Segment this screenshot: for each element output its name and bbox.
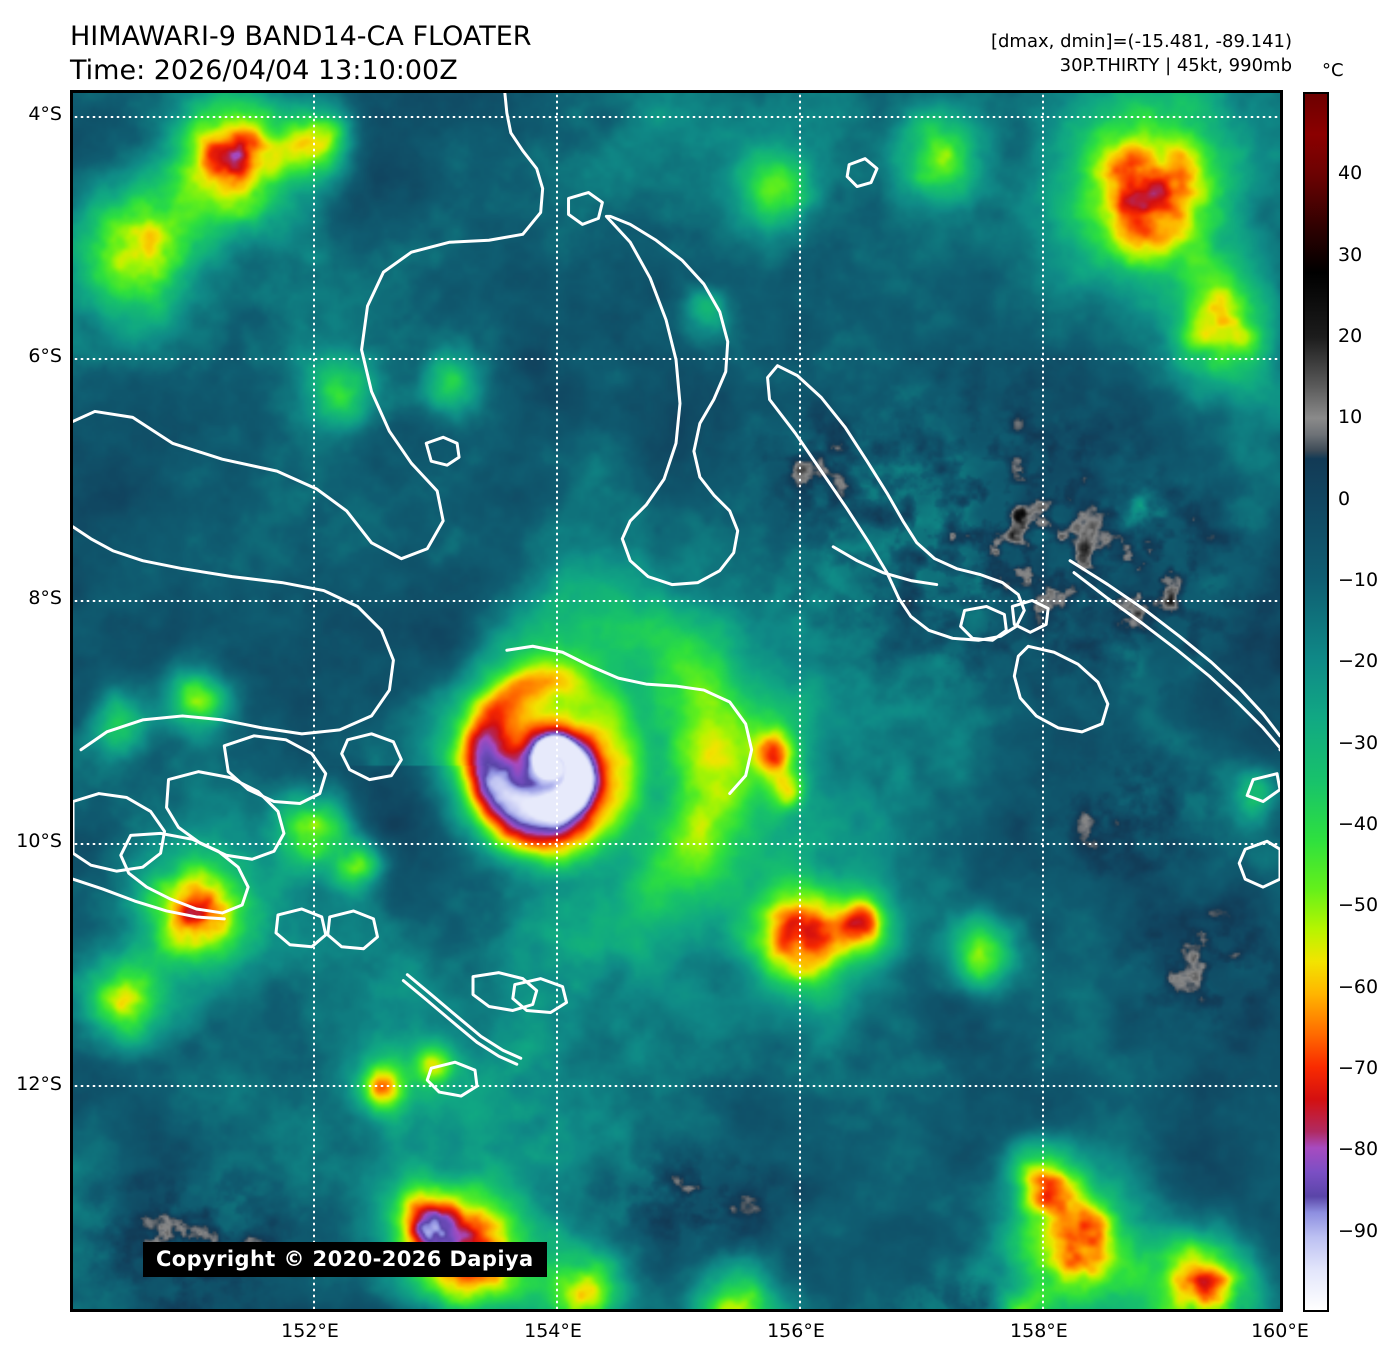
gridline-lat-8s [73, 600, 1280, 602]
timestamp-label: Time: 2026/04/04 13:10:00Z [70, 55, 458, 86]
colorbar-tick-7: −30 [1338, 731, 1379, 754]
colorbar-tick-10: −60 [1338, 975, 1379, 998]
storm-info-label: 30P.THIRTY | 45kt, 990mb [1059, 55, 1292, 76]
lat-tick-3: 10°S [16, 829, 62, 852]
gridline-lat-12s [73, 1085, 1280, 1087]
gridline-lon-152e [313, 93, 315, 1309]
gridline-lat-6s [73, 358, 1280, 360]
gridline-lon-158e [1042, 93, 1044, 1309]
gridline-lat-4s [73, 116, 1280, 118]
lat-tick-1: 6°S [28, 344, 62, 367]
colorbar-tick-12: −80 [1338, 1138, 1379, 1161]
gridline-lon-156e [799, 93, 801, 1309]
lat-tick-2: 8°S [28, 586, 62, 609]
colorbar-tick-6: −20 [1338, 650, 1379, 673]
satellite-image-plot[interactable]: Copyright © 2020-2026 Dapiya [70, 90, 1283, 1312]
colorbar-unit-label: °C [1322, 60, 1344, 81]
lat-tick-4: 12°S [16, 1072, 62, 1095]
lon-tick-3: 158°E [1010, 1320, 1068, 1342]
lon-tick-1: 154°E [524, 1320, 582, 1342]
colorbar-tick-13: −90 [1338, 1219, 1379, 1242]
colorbar-tick-0: 40 [1338, 162, 1363, 185]
colorbar-tick-5: −10 [1338, 569, 1379, 591]
temperature-colorbar[interactable] [1303, 92, 1329, 1312]
colorbar-tick-4: 0 [1338, 487, 1351, 510]
dmax-dmin-label: [dmax, dmin]=(-15.481, -89.141) [990, 31, 1292, 52]
colorbar-tick-3: 10 [1338, 406, 1363, 429]
copyright-watermark: Copyright © 2020-2026 Dapiya [143, 1242, 547, 1277]
colorbar-tick-11: −70 [1338, 1057, 1379, 1079]
lon-tick-4: 160°E [1251, 1320, 1309, 1342]
metadata-block: [dmax, dmin]=(-15.481, -89.141) 30P.THIR… [991, 30, 1292, 78]
colorbar-tick-8: −40 [1338, 813, 1379, 835]
colorbar-tick-9: −50 [1338, 894, 1379, 917]
lat-tick-0: 4°S [28, 102, 62, 125]
gridline-lat-10s [73, 843, 1280, 845]
colorbar-gradient [1305, 94, 1327, 1310]
title-block: HIMAWARI-9 BAND14-CA FLOATER Time: 2026/… [70, 20, 532, 88]
page-title: HIMAWARI-9 BAND14-CA FLOATER [70, 21, 532, 52]
lon-tick-0: 152°E [281, 1320, 339, 1342]
gridline-lon-154e [556, 93, 558, 1309]
infrared-brightness-temperature-raster [73, 93, 1280, 1309]
lon-tick-2: 156°E [767, 1320, 825, 1342]
colorbar-tick-2: 20 [1338, 325, 1363, 347]
colorbar-tick-1: 30 [1338, 243, 1363, 266]
